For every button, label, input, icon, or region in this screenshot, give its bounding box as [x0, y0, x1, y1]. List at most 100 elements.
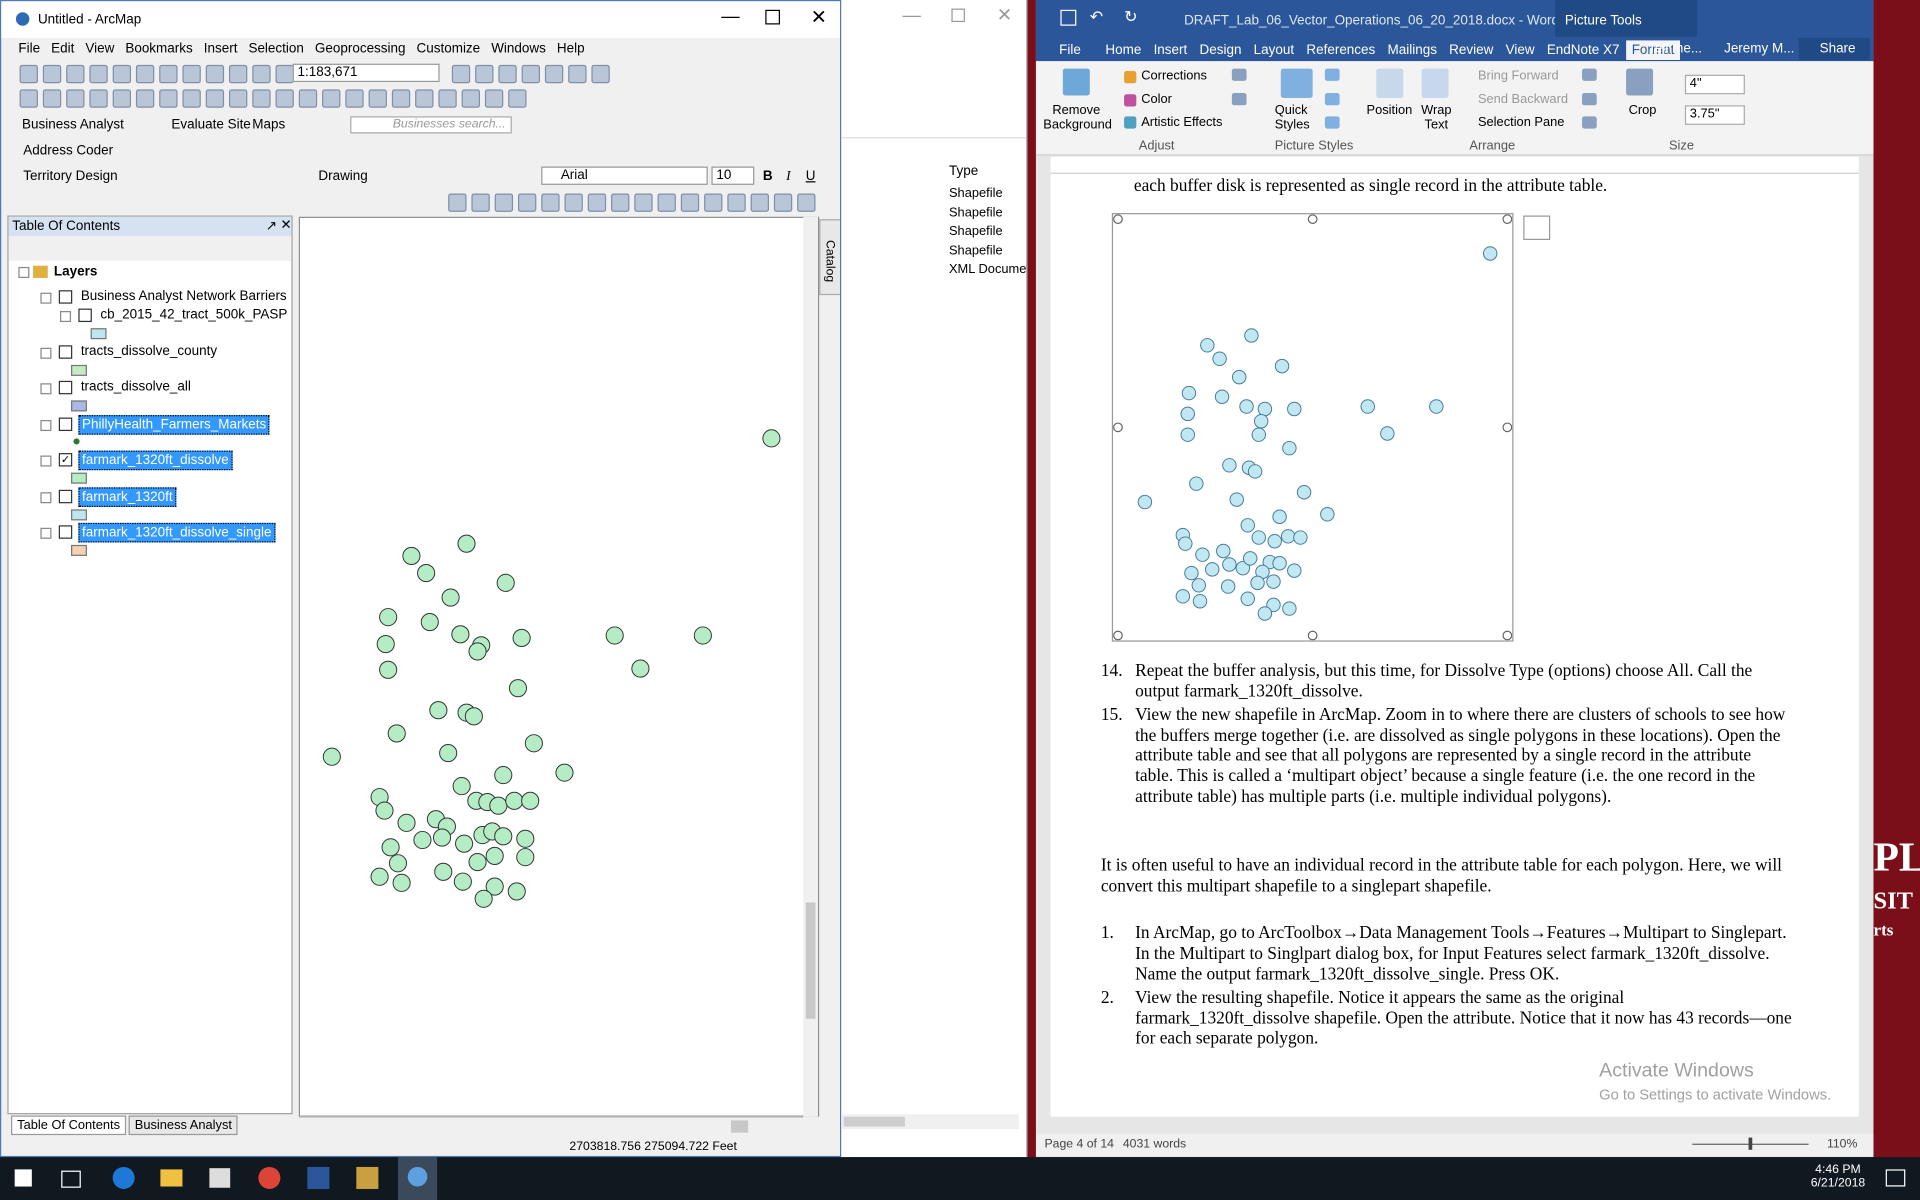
bring-forward[interactable]: Bring Forward	[1477, 68, 1559, 84]
ribbon-icon[interactable]	[1324, 93, 1340, 106]
layer-checkbox[interactable]	[78, 308, 92, 323]
tool-icon[interactable]	[205, 89, 225, 108]
tool-icon[interactable]	[797, 193, 816, 212]
ribbon-icon[interactable]	[1124, 116, 1137, 129]
corrections[interactable]: Corrections	[1141, 68, 1207, 84]
menu-item[interactable]: Bookmarks	[125, 41, 193, 56]
tool-icon[interactable]	[159, 89, 178, 108]
tool-icon[interactable]	[368, 89, 387, 108]
tool-icon[interactable]	[275, 64, 294, 84]
tool-icon[interactable]	[112, 64, 132, 84]
tool-icon[interactable]	[19, 64, 38, 84]
tool-icon[interactable]	[471, 193, 490, 212]
ribbon-tab[interactable]: Mailings	[1387, 42, 1437, 58]
share-button[interactable]: Share	[1798, 37, 1870, 61]
expand-box[interactable]	[40, 383, 52, 395]
menu-item[interactable]: Edit	[51, 41, 75, 56]
menu-item[interactable]: Help	[556, 41, 585, 56]
tool-icon[interactable]	[461, 89, 481, 108]
redo-icon[interactable]: ↻	[1124, 7, 1138, 26]
quick-styles[interactable]: Quick Styles	[1274, 102, 1310, 133]
color[interactable]: Color	[1141, 91, 1172, 107]
resize-handle[interactable]	[1502, 214, 1513, 225]
scroll-thumb[interactable]	[843, 1116, 905, 1127]
layout-options[interactable]	[1523, 215, 1551, 241]
task-view[interactable]	[61, 1170, 81, 1188]
tool-icon[interactable]	[135, 89, 155, 108]
ribbon-icon[interactable]	[1582, 93, 1597, 106]
tool-icon[interactable]	[448, 193, 467, 212]
menu-item[interactable]: Insert	[203, 41, 238, 56]
bold-button[interactable]: B	[762, 168, 773, 184]
tool-icon[interactable]	[42, 89, 62, 108]
tool-icon[interactable]	[611, 193, 630, 212]
tool-icon[interactable]	[438, 89, 457, 108]
catalog-tab[interactable]: Catalog	[819, 219, 841, 296]
group-label[interactable]: Picture Styles	[1274, 138, 1354, 154]
font-size-box[interactable]: 10	[711, 166, 755, 185]
zoom-thumb[interactable]	[1748, 1137, 1753, 1150]
arcmap-task[interactable]	[397, 1157, 438, 1200]
ribbon-icon[interactable]	[1062, 68, 1090, 96]
ribbon-icon[interactable]	[1280, 68, 1313, 98]
tool-icon[interactable]	[252, 89, 271, 108]
layer-name[interactable]: farmark_1320ft	[78, 486, 177, 507]
tool-icon[interactable]	[298, 89, 318, 108]
tool-icon[interactable]	[568, 64, 587, 84]
expand-box[interactable]	[40, 419, 52, 431]
tool-icon[interactable]	[89, 89, 108, 108]
tool-icon[interactable]	[521, 64, 541, 84]
expand-box[interactable]	[40, 455, 52, 467]
crop-button[interactable]: Crop	[1628, 102, 1657, 118]
tool-icon[interactable]	[19, 89, 38, 108]
notifications[interactable]	[1885, 1169, 1906, 1187]
expand-box[interactable]	[40, 292, 52, 304]
resize-handle[interactable]	[1113, 422, 1123, 433]
edge-icon[interactable]	[112, 1166, 135, 1189]
tool-icon[interactable]	[750, 193, 769, 212]
close-button[interactable]: ✕	[810, 7, 828, 29]
ribbon-tab[interactable]: Design	[1199, 42, 1242, 58]
resize-handle[interactable]	[1502, 630, 1513, 641]
ribbon-tab[interactable]: Home	[1105, 42, 1142, 58]
tool-icon[interactable]	[415, 89, 434, 108]
italic-button[interactable]: I	[786, 168, 791, 184]
ribbon-icon[interactable]	[1582, 68, 1597, 81]
ribbon-tab[interactable]: Insert	[1153, 42, 1188, 58]
ribbon-tab[interactable]: EndNote X7	[1546, 42, 1620, 58]
ribbon-tab[interactable]: References	[1306, 42, 1376, 58]
layer-name[interactable]: tracts_dissolve_county	[80, 343, 218, 359]
position-button[interactable]: Position	[1366, 102, 1413, 118]
scale-box[interactable]: 1:183,671	[292, 63, 440, 83]
expand-box[interactable]	[60, 311, 72, 323]
layer-checkbox[interactable]	[58, 416, 73, 431]
send-backward[interactable]: Send Backward	[1477, 91, 1569, 107]
layer-checkbox[interactable]	[58, 525, 73, 539]
menu-item[interactable]: Windows	[491, 41, 546, 56]
expand-box[interactable]	[40, 491, 52, 503]
ribbon-icon[interactable]	[1324, 116, 1340, 129]
ribbon-tab[interactable]: Review	[1449, 42, 1494, 58]
evaluate-site[interactable]: Evaluate Site	[171, 117, 251, 133]
tool-icon[interactable]	[498, 64, 517, 84]
ribbon-icon[interactable]	[1376, 68, 1404, 98]
menu-item[interactable]: Selection	[248, 41, 304, 56]
tell-me[interactable]: Tell me...	[1648, 41, 1703, 57]
hscroll-thumb[interactable]	[731, 1120, 749, 1133]
ribbon-tab[interactable]: View	[1505, 42, 1535, 58]
group-label[interactable]: Size	[1668, 138, 1695, 154]
tool-icon[interactable]	[591, 64, 610, 84]
arccatalog-icon[interactable]	[356, 1166, 379, 1189]
layer-name[interactable]: tracts_dissolve_all	[80, 379, 191, 395]
territory-design[interactable]: Territory Design	[23, 168, 118, 184]
scroll-thumb[interactable]	[805, 902, 816, 1019]
tool-icon[interactable]	[517, 193, 537, 212]
panel-tab[interactable]: Table Of Contents	[11, 1114, 127, 1135]
layer-name[interactable]: PhillyHealth_Farmers_Markets	[78, 414, 270, 435]
address-coder[interactable]: Address Coder	[23, 143, 114, 158]
ribbon-icon[interactable]	[1231, 93, 1247, 106]
tool-icon[interactable]	[657, 193, 676, 212]
tool-icon[interactable]	[89, 64, 108, 84]
word-icon[interactable]	[307, 1166, 330, 1189]
resize-handle[interactable]	[1307, 214, 1318, 225]
